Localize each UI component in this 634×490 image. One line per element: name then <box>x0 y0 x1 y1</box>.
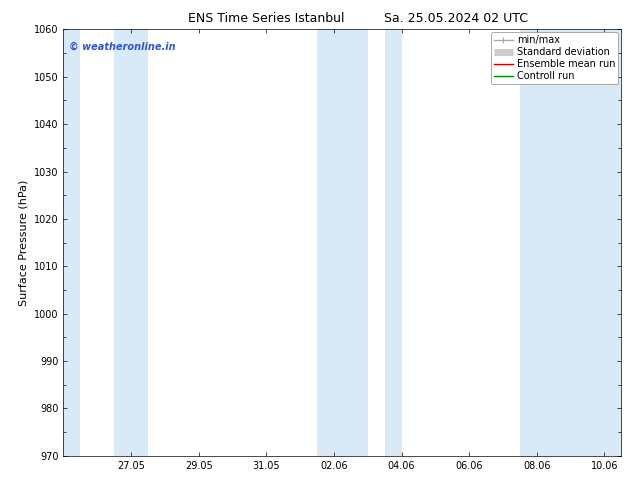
Y-axis label: Surface Pressure (hPa): Surface Pressure (hPa) <box>18 179 29 306</box>
Bar <box>317 29 368 456</box>
Bar <box>385 29 401 456</box>
Legend: min/max, Standard deviation, Ensemble mean run, Controll run: min/max, Standard deviation, Ensemble me… <box>491 32 618 84</box>
Text: ENS Time Series Istanbul: ENS Time Series Istanbul <box>188 12 344 25</box>
Bar <box>63 29 81 456</box>
Text: Sa. 25.05.2024 02 UTC: Sa. 25.05.2024 02 UTC <box>384 12 529 25</box>
Text: © weatheronline.in: © weatheronline.in <box>69 42 176 52</box>
Bar <box>571 29 621 456</box>
Bar <box>114 29 148 456</box>
Bar <box>520 29 571 456</box>
